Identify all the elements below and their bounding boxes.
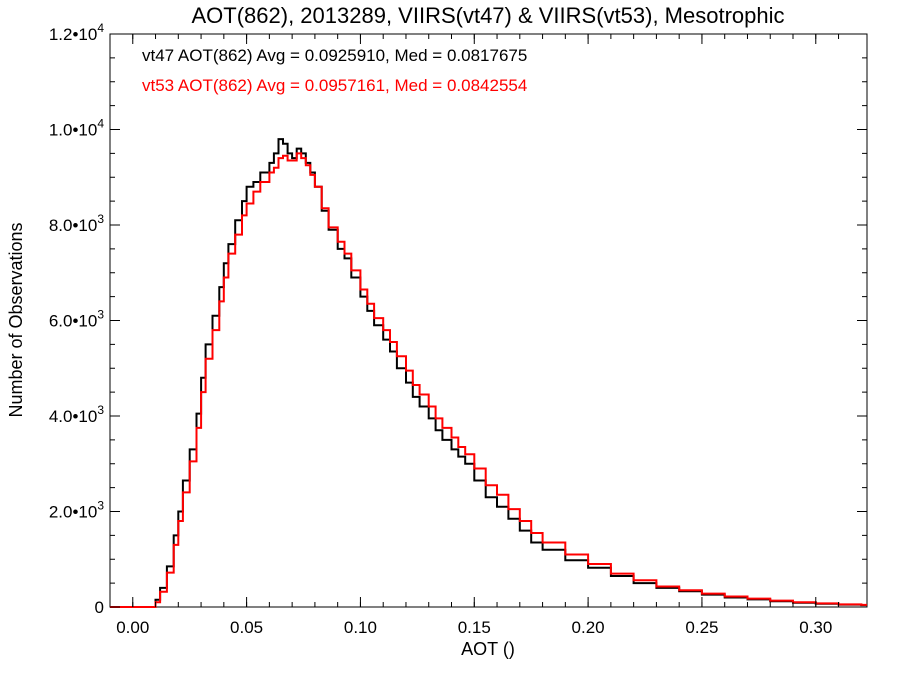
y-tick-label: 0	[95, 598, 104, 617]
chart-title: AOT(862), 2013289, VIIRS(vt47) & VIIRS(v…	[191, 3, 784, 28]
annotation-vt47: vt47 AOT(862) Avg = 0.0925910, Med = 0.0…	[142, 46, 527, 65]
series-1-line	[110, 152, 867, 608]
annotation-vt53: vt53 AOT(862) Avg = 0.0957161, Med = 0.0…	[142, 76, 527, 95]
axis-layer: 0.00 0.05 0.10 0.15 0.20 0.25 0.30 0 2.0•103 4.0•…	[49, 21, 867, 637]
x-tick-label: 0.10	[344, 618, 377, 637]
y-tick-label: 4.0•103	[49, 403, 105, 426]
x-tick-label: 0.00	[116, 618, 149, 637]
x-tick-label: 0.30	[799, 618, 832, 637]
x-tick-label: 0.15	[458, 618, 491, 637]
x-tick-label: 0.25	[685, 618, 718, 637]
series-layer	[110, 138, 867, 608]
y-tick-label: 8.0•103	[49, 212, 105, 235]
y-tick-label: 1.0•104	[49, 117, 105, 140]
y-axis-title: Number of Observations	[6, 222, 26, 417]
plot-frame	[109, 33, 868, 608]
y-tick-label: 6.0•103	[49, 308, 105, 331]
y-tick-label: 2.0•103	[49, 499, 105, 522]
x-tick-label: 0.20	[572, 618, 605, 637]
x-tick-label: 0.05	[230, 618, 263, 637]
y-tick-label: 1.2•104	[49, 21, 105, 44]
series-0-line	[110, 138, 867, 608]
x-axis-title: AOT ()	[461, 639, 515, 659]
